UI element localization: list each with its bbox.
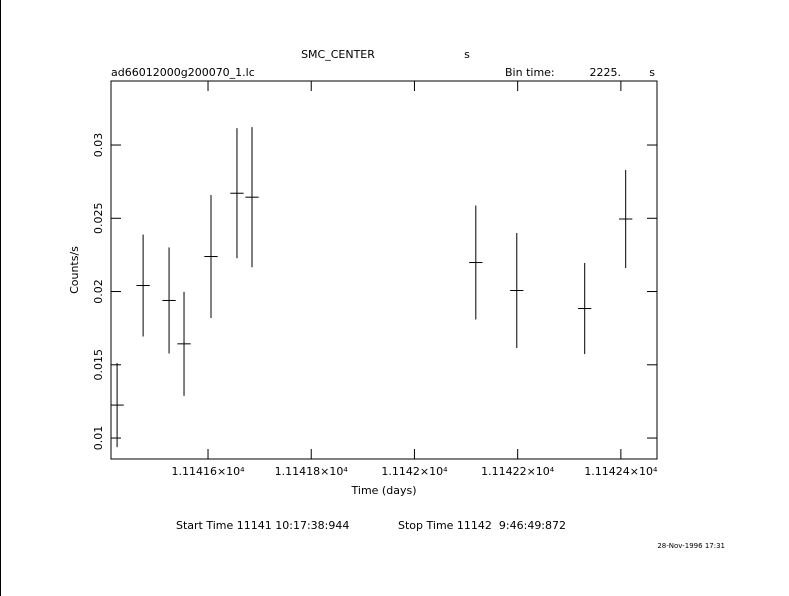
x-axis-label: Time (days) xyxy=(351,484,417,497)
data-area xyxy=(111,127,633,448)
x-tick-label: 1.11418×10⁴ xyxy=(275,465,349,478)
y-tick-label: 0.02 xyxy=(92,279,105,304)
y-axis-label: Counts/s xyxy=(68,246,81,294)
bin-time-unit: s xyxy=(649,66,655,79)
y-tick-label: 0.015 xyxy=(92,349,105,381)
title-unit: s xyxy=(464,48,470,61)
plot-date: 28-Nov-1996 17:31 xyxy=(657,542,725,550)
y-tick-label: 0.025 xyxy=(92,203,105,235)
y-tick-label: 0.01 xyxy=(92,426,105,451)
plot-frame xyxy=(110,80,658,460)
y-tick-label: 0.03 xyxy=(92,133,105,158)
bin-time: 2225. xyxy=(590,66,622,79)
stop-time: Stop Time 11142 9:46:49:872 xyxy=(398,519,566,532)
x-tick-label: 1.11422×10⁴ xyxy=(481,465,555,478)
chart-title: SMC_CENTER xyxy=(301,48,375,61)
x-tick-label: 1.1142×10⁴ xyxy=(381,465,448,478)
x-tick-label: 1.11416×10⁴ xyxy=(171,465,245,478)
start-time: Start Time 11141 10:17:38:944 xyxy=(176,519,349,532)
bin-time-label: Bin time: xyxy=(505,66,555,79)
x-tick-label: 1.11424×10⁴ xyxy=(584,465,658,478)
subtitle: ad66012000g200070_1.lc xyxy=(111,66,255,79)
